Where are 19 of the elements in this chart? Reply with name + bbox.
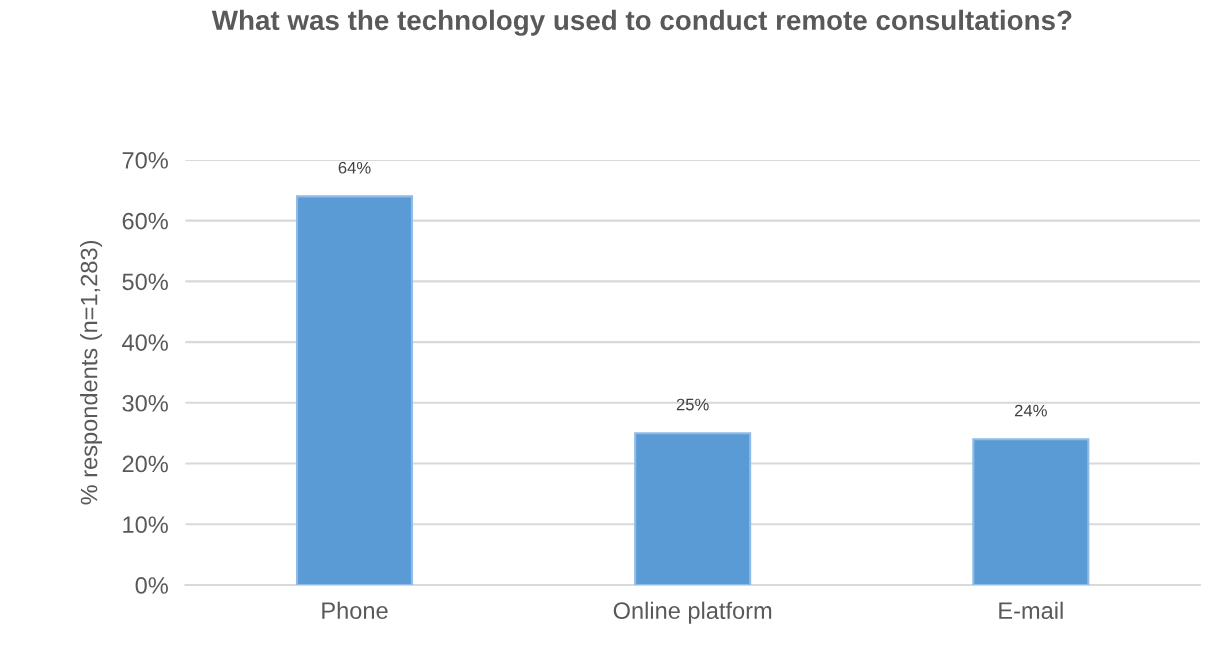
y-tick-label: 50% [122,273,168,291]
bar [634,432,752,586]
y-tick-label: 60% [122,212,168,230]
x-tick-label: Online platform [613,601,772,624]
x-tick-label: E-mail [999,601,1063,620]
data-label: 25% [676,398,709,411]
y-tick-label: 0% [135,577,168,594]
x-tick-label: Phone [322,601,388,620]
chart-title: What was the technology used to conduct remote consultations? [211,9,1072,36]
bar [295,195,414,586]
data-label: 64% [338,161,371,174]
bar [972,438,1090,586]
y-tick-label: 70% [122,151,168,169]
y-tick-label: 20% [122,455,168,473]
y-tick-label: 30% [122,394,168,412]
y-tick-label: 40% [122,334,168,351]
y-axis-title: % respondents (n=1,283) [80,241,103,505]
data-label: 24% [1014,404,1047,417]
y-tick-label: 10% [123,516,168,534]
